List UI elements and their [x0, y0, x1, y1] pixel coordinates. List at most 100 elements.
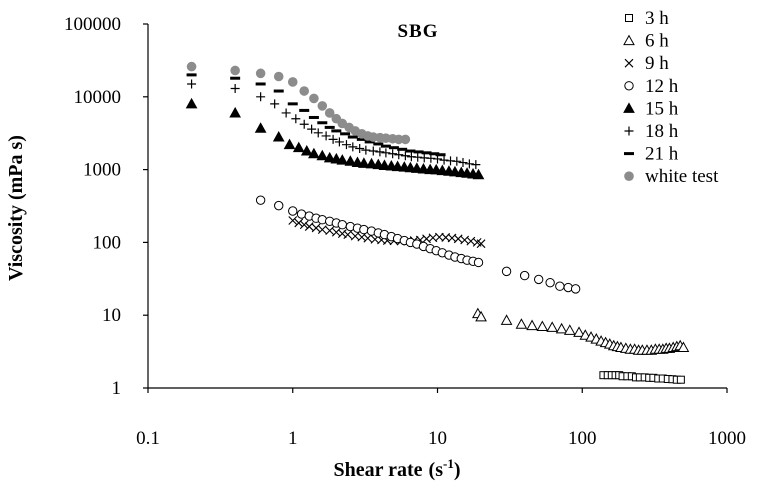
data-point [452, 156, 462, 166]
data-point [473, 257, 484, 268]
data-point [368, 146, 378, 156]
data-point [413, 152, 423, 162]
data-point [563, 324, 576, 335]
data-point [421, 151, 432, 155]
x-tick-label: 1 [288, 428, 298, 449]
legend-item: 18 h [624, 121, 679, 142]
data-point [400, 134, 411, 145]
data-point [337, 229, 347, 239]
data-point [331, 129, 342, 133]
data-point [311, 223, 321, 233]
legend-marker [624, 171, 634, 181]
data-point [288, 216, 298, 225]
y-axis-ticks: 1 10 100 1000 10000 100000 [64, 14, 148, 399]
legend-item: 6 h [623, 31, 669, 52]
x-tick-label: 10 [428, 428, 447, 449]
legend-label: white test [645, 166, 719, 187]
data-point [296, 209, 307, 219]
data-point [294, 218, 304, 228]
data-point [317, 101, 328, 111]
legend-item: white test [624, 166, 719, 187]
data-point [426, 153, 436, 163]
data-point [417, 162, 430, 174]
data-point [324, 108, 335, 118]
data-point [287, 102, 298, 106]
data-point [381, 148, 391, 158]
data-point [393, 134, 404, 145]
data-point [344, 155, 357, 166]
data-point [321, 131, 331, 141]
data-point [355, 143, 365, 153]
y-tick-label: 10 [102, 305, 121, 326]
data-point [472, 168, 485, 180]
data-point [536, 320, 549, 331]
series-12-h [255, 195, 581, 294]
data-point [270, 99, 280, 109]
series-6-h [471, 307, 690, 355]
legend-item: 9 h [624, 53, 669, 74]
x-axis-unit-close: ) [454, 459, 461, 481]
data-point [272, 131, 285, 142]
data-point [283, 138, 296, 150]
legend-label: 15 h [645, 98, 679, 119]
data-point [255, 82, 266, 86]
data-point [186, 73, 197, 77]
data-point [364, 140, 375, 144]
data-point [413, 150, 424, 154]
legend-marker [623, 34, 635, 46]
data-point [375, 147, 385, 157]
data-point [273, 71, 284, 82]
data-point [299, 86, 310, 96]
data-point [307, 124, 317, 134]
y-tick-label: 100 [93, 232, 122, 253]
data-point [500, 314, 513, 325]
x-tick-label: 0.1 [136, 428, 160, 449]
data-point [299, 220, 309, 230]
data-point [313, 128, 323, 138]
x-tick-label: 100 [568, 428, 597, 449]
legend-label: 3 h [645, 8, 669, 29]
legend-marker [624, 81, 634, 91]
data-point [515, 318, 528, 329]
x-axis-ticks: 0.1 1 10 100 1000 [136, 388, 746, 449]
data-point [324, 125, 335, 129]
data-point [334, 137, 344, 147]
series-3-h [599, 371, 685, 384]
data-point [458, 158, 468, 168]
data-point [475, 310, 487, 322]
data-point [273, 89, 284, 93]
data-point [347, 135, 358, 139]
data-point [317, 225, 327, 234]
x-axis-unit-base: (s [429, 459, 444, 481]
data-point [254, 122, 267, 133]
data-point [343, 230, 353, 239]
x-axis-title: Shear rate (s-1) [333, 456, 460, 481]
x-axis-unit-exponent: -1 [443, 456, 454, 471]
data-point [555, 281, 565, 291]
legend-item: 3 h [625, 8, 669, 29]
data-point [256, 92, 266, 102]
data-point [464, 159, 474, 169]
chart-title: SBG [397, 21, 438, 42]
data-point [400, 151, 410, 161]
data-point [405, 149, 416, 153]
data-point [546, 321, 559, 332]
data-point [186, 61, 197, 72]
data-point [573, 326, 585, 337]
data-point [317, 121, 328, 125]
data-point [281, 108, 291, 118]
data-point [555, 322, 568, 334]
x-axis-title-text: Shear rate [333, 459, 422, 481]
series-15-h [185, 97, 485, 180]
data-point [291, 114, 301, 124]
y-tick-label: 1 [112, 378, 122, 399]
legend-marker [624, 152, 634, 156]
data-point [288, 206, 298, 216]
data-point [230, 76, 241, 80]
data-point [299, 119, 309, 129]
data-point [526, 319, 538, 331]
data-point [308, 147, 320, 159]
data-point [394, 150, 404, 160]
